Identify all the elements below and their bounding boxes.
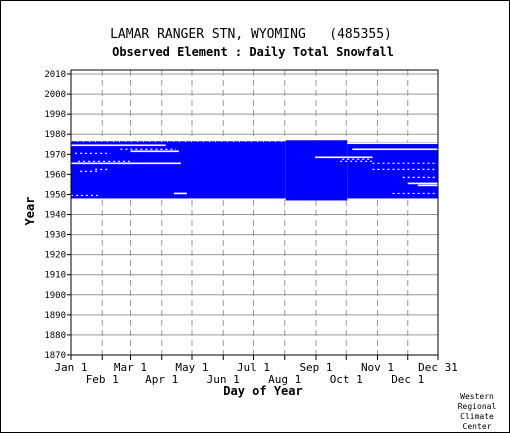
x-tick-label: Apr 1 [145, 373, 178, 386]
missing-data-gap [407, 182, 438, 185]
missing-data-gap [417, 184, 438, 187]
x-tick-label: Feb 1 [86, 373, 119, 386]
chart-subtitle: Observed Element : Daily Total Snowfall [112, 45, 394, 59]
y-axis-label: Year [23, 197, 37, 226]
missing-data-gap [347, 142, 438, 145]
x-tick-label: Dec 1 [391, 373, 424, 386]
y-tick-label: 1980 [44, 130, 66, 140]
missing-data-gap [130, 150, 179, 153]
y-tick-label: 1940 [44, 211, 66, 221]
y-tick-label: 1930 [44, 231, 66, 241]
credit-line: Regional [458, 402, 497, 411]
x-tick-label: Oct 1 [330, 373, 363, 386]
y-tick-label: 1880 [44, 331, 66, 341]
credit-line: Center [463, 422, 492, 431]
x-tick-label: Mar 1 [114, 361, 147, 374]
x-tick-label: Aug 1 [268, 373, 301, 386]
missing-data-gap [173, 192, 187, 195]
x-tick-label: Jan 1 [54, 361, 87, 374]
y-tick-label: 1960 [44, 170, 66, 180]
y-tick-label: 2000 [44, 90, 66, 100]
missing-data-gap [314, 156, 373, 159]
plot-border [70, 69, 439, 356]
y-tick-label: 1920 [44, 251, 66, 261]
missing-data-gap [71, 144, 166, 147]
y-tick-label: 1990 [44, 110, 66, 120]
data-coverage-band [71, 140, 286, 199]
data-coverage-band [285, 140, 348, 201]
plot-area: 1870 1880 1890 1900 1910 1920 1930 1940 1950 1960… [44, 69, 458, 386]
y-tick-label: 1910 [44, 271, 66, 281]
y-tick-label: 1870 [44, 351, 66, 361]
credit-line: Western [460, 392, 494, 401]
x-tick-label: Dec 31 [418, 361, 458, 374]
x-tick-label: Jun 1 [207, 373, 240, 386]
y-tick-label: 1900 [44, 291, 66, 301]
missing-data-gap [352, 148, 438, 151]
x-tick-label: Jul 1 [237, 361, 270, 374]
x-tick-label: May 1 [175, 361, 208, 374]
x-tick-label: Sep 1 [299, 361, 332, 374]
credit-line: Climate [460, 412, 494, 421]
y-tick-label: 2010 [44, 70, 66, 80]
y-tick-label: 1890 [44, 311, 66, 321]
data-coverage-band [347, 142, 438, 199]
y-tick-label: 1950 [44, 190, 66, 200]
y-tick-label: 1970 [44, 150, 66, 160]
missing-data-gap [71, 162, 181, 165]
chart-title: LAMAR RANGER STN, WYOMING (485355) [110, 27, 392, 42]
x-axis-label: Day of Year [223, 384, 302, 398]
x-tick-label: Nov 1 [361, 361, 394, 374]
